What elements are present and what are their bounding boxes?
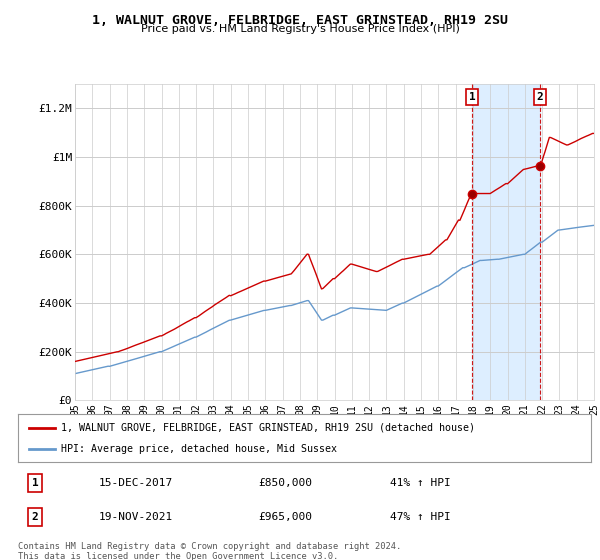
Text: 41% ↑ HPI: 41% ↑ HPI [391,478,451,488]
Text: 1: 1 [32,478,38,488]
Text: 15-DEC-2017: 15-DEC-2017 [98,478,172,488]
Bar [472,84,540,400]
Text: HPI: Average price, detached house, Mid Sussex: HPI: Average price, detached house, Mid … [61,444,337,454]
Text: 1, WALNUT GROVE, FELBRIDGE, EAST GRINSTEAD, RH19 2SU: 1, WALNUT GROVE, FELBRIDGE, EAST GRINSTE… [92,14,508,27]
Text: £965,000: £965,000 [259,512,313,522]
Text: Contains HM Land Registry data © Crown copyright and database right 2024.
This d: Contains HM Land Registry data © Crown c… [18,542,401,560]
Text: 1: 1 [469,92,476,102]
Text: 19-NOV-2021: 19-NOV-2021 [98,512,172,522]
Text: 2: 2 [32,512,38,522]
Text: 1, WALNUT GROVE, FELBRIDGE, EAST GRINSTEAD, RH19 2SU (detached house): 1, WALNUT GROVE, FELBRIDGE, EAST GRINSTE… [61,423,475,433]
Text: £850,000: £850,000 [259,478,313,488]
Text: 2: 2 [536,92,544,102]
Text: 47% ↑ HPI: 47% ↑ HPI [391,512,451,522]
Text: Price paid vs. HM Land Registry's House Price Index (HPI): Price paid vs. HM Land Registry's House … [140,24,460,34]
